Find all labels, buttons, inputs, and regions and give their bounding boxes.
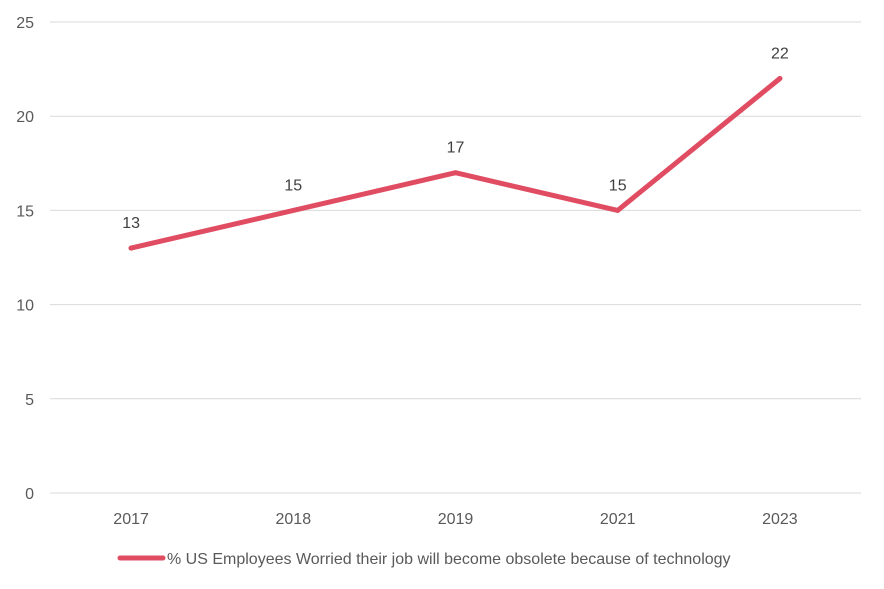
legend: % US Employees Worried their job will be… [117,551,731,568]
data-point [128,245,134,251]
data-point [777,76,783,82]
x-tick-label: 2023 [762,511,798,528]
data-point [615,207,621,213]
data-label: 13 [122,215,140,232]
data-point [290,207,296,213]
y-tick-label: 5 [25,392,34,409]
y-axis-tick-labels: 0 5 10 15 20 25 [16,15,34,503]
data-labels: 13 15 17 15 22 [122,46,789,233]
series-line [128,76,783,251]
x-axis-tick-labels: 2017 2018 2019 2021 2023 [113,511,797,528]
x-tick-label: 2021 [600,511,636,528]
data-label: 15 [284,177,302,194]
y-tick-label: 20 [16,109,34,126]
y-tick-label: 10 [16,298,34,315]
x-tick-label: 2019 [438,511,474,528]
series-group [128,76,783,251]
data-label: 17 [447,140,465,157]
legend-label: % US Employees Worried their job will be… [167,551,731,568]
y-tick-label: 0 [25,486,34,503]
data-label: 22 [771,46,789,63]
data-label: 15 [609,177,627,194]
x-tick-label: 2018 [276,511,312,528]
x-tick-label: 2017 [113,511,149,528]
y-tick-label: 15 [16,203,34,220]
gridlines [50,21,861,494]
y-tick-label: 25 [16,15,34,32]
data-point [453,170,458,176]
